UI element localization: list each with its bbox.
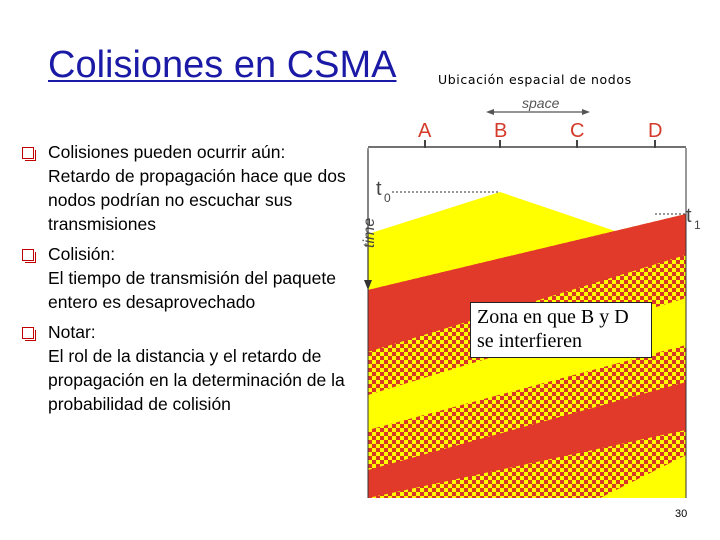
diagram-header: Ubicación espacial de nodos — [438, 72, 632, 87]
bullet-text: Retardo de propagación hace que dos nodo… — [48, 166, 346, 234]
t1-label: t — [686, 205, 692, 227]
bullet-marker-icon — [22, 147, 36, 161]
node-label-b: B — [494, 120, 507, 142]
node-label-d: D — [648, 120, 662, 142]
bullet-heading: Notar: — [48, 322, 96, 342]
bullet-heading: Colisiones pueden ocurrir aún: — [48, 142, 286, 162]
bullet-text: El rol de la distancia y el retardo de p… — [48, 346, 345, 414]
bullet-marker-icon — [22, 327, 36, 341]
page-number: 30 — [675, 508, 688, 520]
bullet-marker-icon — [22, 249, 36, 263]
space-label: space — [522, 95, 560, 111]
t0-label: t — [376, 178, 382, 200]
time-label: time — [361, 218, 378, 248]
slide-title: Colisiones en CSMA — [48, 44, 397, 86]
bullet-text: El tiempo de transmisión del paquete ent… — [48, 268, 336, 312]
bullet-item: Colisión: El tiempo de transmisión del p… — [20, 242, 365, 314]
b-tail-region — [600, 455, 686, 498]
bullet-item: Notar: El rol de la distancia y el retar… — [20, 320, 365, 416]
d-only-band-lower — [368, 382, 686, 498]
d-only-band — [368, 214, 686, 352]
space-arrow-left-icon — [486, 109, 494, 115]
time-arrow-icon — [364, 280, 372, 290]
interference-zone-label: Zona en que B y D se interfieren — [470, 302, 652, 358]
t0-subscript: 0 — [384, 191, 391, 205]
bullet-item: Colisiones pueden ocurrir aún: Retardo d… — [20, 140, 365, 236]
node-label-a: A — [418, 120, 432, 142]
bullet-list: Colisiones pueden ocurrir aún: Retardo d… — [20, 140, 365, 420]
t1-subscript: 1 — [694, 218, 701, 232]
bullet-heading: Colisión: — [48, 244, 116, 264]
node-label-c: C — [570, 120, 584, 142]
space-arrow-right-icon — [582, 109, 590, 115]
